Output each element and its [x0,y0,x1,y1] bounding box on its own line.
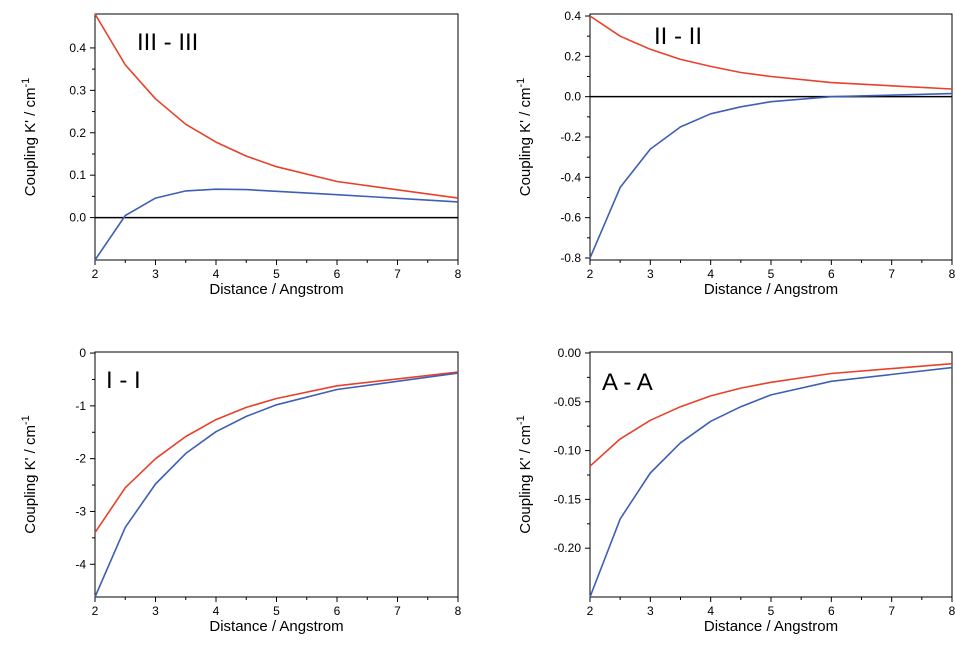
y-tick-label: -0.8 [560,251,581,265]
x-tick-label: 6 [334,604,341,618]
y-axis-label: Coupling K' / cm-1 [20,415,39,534]
series-line-2 [94,188,459,261]
x-axis-label: Distance / Angstrom [704,281,838,298]
x-axis-label: Distance / Angstrom [704,618,838,635]
series-line-1 [589,362,953,467]
x-axis-label: Distance / Angstrom [209,618,343,635]
y-tick-label: -0.20 [554,541,582,555]
x-tick-label: 5 [768,604,775,618]
y-axis-label: Coupling K' / cm-1 [515,415,534,534]
x-tick-label: 8 [949,267,955,281]
x-tick-label: 2 [92,267,99,281]
x-tick-label: 5 [273,267,280,281]
series-line-2 [94,372,459,598]
y-tick-label: 0.00 [558,346,582,360]
panel-2: 2 3 4 5 6 7 8 -0.8 -0.6 -0.4 -0.2 0.0 0.2 0.4 Distance… [515,9,955,298]
x-tick-label: 3 [647,604,654,618]
x-tick-label: 7 [394,604,401,618]
y-tick-label: 0.2 [564,49,581,63]
x-axis-label: Distance / Angstrom [209,281,343,298]
panel-4: 2 3 4 5 6 7 8 -0.20 -0.15 -0.10 -0.05 0.00 Distance … [515,346,955,635]
x-tick-label: 2 [92,604,99,618]
panel-3: 2 3 4 5 6 7 8 -4 -3 -2 -1 0 Distance / Angstrom Coupl… [20,346,462,635]
y-tick-label: 0.3 [69,83,86,97]
panel-title: I - I [106,367,141,394]
y-tick-label: 0.1 [69,168,86,182]
x-tick-label: 5 [768,267,775,281]
x-tick-label: 2 [587,267,594,281]
x-tick-label: 3 [647,267,654,281]
x-tick-label: 4 [213,604,220,618]
y-tick-label: 0.4 [564,9,581,23]
x-tick-label: 6 [828,604,835,618]
y-tick-label: 0.0 [69,211,86,225]
x-tick-label: 2 [587,604,594,618]
plot-frame [94,351,459,598]
y-tick-label: -3 [75,504,86,518]
y-tick-label: 0 [79,346,86,360]
x-tick-label: 7 [394,267,401,281]
panel-title: A - A [602,369,653,396]
x-tick-label: 7 [888,604,895,618]
y-tick-label: -2 [75,452,86,466]
y-tick-label: -4 [75,557,86,571]
y-axis-label: Coupling K' / cm-1 [515,78,534,197]
y-tick-label: -0.4 [560,170,581,184]
series-line-1 [94,371,459,534]
y-tick-label: -1 [75,399,86,413]
plot-frame [589,13,953,261]
y-tick-label: -0.10 [554,444,582,458]
y-tick-label: -0.05 [554,395,582,409]
x-tick-label: 3 [152,267,159,281]
y-tick-label: 0.0 [564,90,581,104]
x-tick-label: 4 [213,267,220,281]
panel-title: III - III [137,29,198,56]
series-line-1 [94,13,459,199]
panel-1: 2 3 4 5 6 7 8 0.0 0.1 0.2 0.3 0.4 Distance / Angstro… [20,13,462,298]
y-axis-label: Coupling K' / cm-1 [20,78,39,197]
x-tick-label: 6 [828,267,835,281]
panel-title: II - II [654,23,702,50]
series-line-2 [589,92,953,259]
x-tick-label: 4 [707,267,714,281]
x-tick-label: 8 [455,604,462,618]
x-tick-label: 8 [455,267,462,281]
x-tick-label: 4 [707,604,714,618]
y-tick-label: -0.2 [560,130,581,144]
y-tick-label: 0.4 [69,41,86,55]
y-tick-label: -0.15 [554,492,582,506]
series-line-2 [589,366,953,598]
x-tick-label: 8 [949,604,955,618]
x-tick-label: 3 [152,604,159,618]
x-tick-label: 7 [888,267,895,281]
series-line-1 [589,15,953,90]
x-tick-label: 5 [273,604,280,618]
x-tick-label: 6 [334,267,341,281]
y-tick-label: 0.2 [69,126,86,140]
y-tick-label: -0.6 [560,211,581,225]
